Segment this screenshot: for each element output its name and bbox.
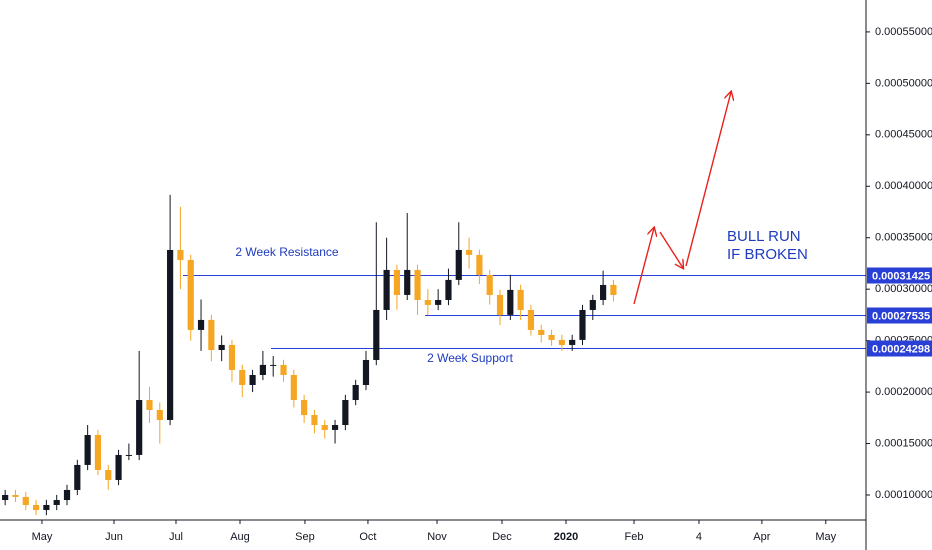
candle-body (496, 294, 504, 315)
candle-body (187, 259, 194, 330)
candle-body (548, 334, 555, 340)
x-tick-label: Aug (230, 531, 250, 543)
candle-body (32, 504, 40, 511)
x-tick-label: Dec (492, 531, 512, 543)
x-tick-label: 4 (696, 531, 702, 543)
candle-body (94, 434, 102, 470)
annotation: 2 Week Support (427, 351, 513, 365)
x-tick-label: Sep (295, 531, 315, 543)
y-tick-label: 0.00040000 (875, 180, 932, 192)
candle-body (156, 409, 163, 420)
candle-body (228, 344, 236, 370)
candle-body (218, 344, 225, 350)
candle-body (74, 464, 81, 490)
level-label-box (867, 340, 932, 357)
candle-body (600, 284, 607, 300)
candle-body (342, 400, 349, 426)
candle-body (465, 249, 473, 255)
candle-body (63, 489, 71, 501)
y-tick-label: 0.00035000 (875, 232, 932, 244)
x-tick-label: Jun (105, 531, 123, 543)
candle-body (362, 359, 370, 385)
candle-body (301, 400, 308, 416)
candle-body (136, 400, 143, 455)
candle-body (280, 364, 287, 376)
candle-body (259, 364, 266, 376)
x-tick-label: May (815, 531, 836, 543)
candle-body (22, 496, 29, 505)
candle-body (486, 274, 493, 295)
annotation: 2 Week Resistance (235, 245, 338, 259)
candle-body (455, 249, 462, 280)
candle-body (569, 339, 576, 345)
candle-body (538, 329, 545, 335)
candle-body (507, 289, 514, 315)
candle-body (208, 319, 215, 350)
y-tick-label: 0.00030000 (875, 283, 932, 295)
x-tick-label: Feb (625, 531, 644, 543)
candle-body (239, 369, 246, 385)
x-tick-label: Nov (427, 531, 447, 543)
candle-body (146, 400, 153, 410)
candle-body (445, 279, 452, 300)
candle-body (373, 309, 380, 360)
candle-body (105, 469, 112, 480)
candle-body (424, 299, 431, 305)
annotation: IF BROKEN (727, 246, 808, 263)
candle-body (2, 494, 9, 501)
candle-body (197, 319, 205, 330)
candle-body (125, 454, 132, 456)
y-tick-label: 0.00045000 (875, 129, 932, 141)
candle-body (270, 364, 277, 366)
candle-body (476, 254, 483, 275)
candle-body (579, 309, 586, 340)
candle-body (177, 249, 184, 260)
candle-body (435, 299, 442, 305)
candle-body (589, 299, 596, 310)
level-label-box (867, 267, 932, 284)
arrows (633, 92, 731, 305)
y-tick-label: 0.00055000 (875, 26, 932, 38)
arrow (659, 231, 683, 268)
candle-body (610, 284, 617, 295)
candle-body (383, 269, 390, 310)
x-tick-label: May (32, 531, 53, 543)
candle-body (84, 434, 91, 465)
candle-body (53, 500, 60, 505)
level-label: 0.00024298 (872, 343, 930, 355)
arrow (633, 228, 654, 305)
y-tick-label: 0.00015000 (875, 437, 932, 449)
candle-body (311, 415, 318, 426)
candle-body (167, 249, 174, 420)
candle-body (527, 309, 535, 330)
x-tick-label: Apr (753, 531, 770, 543)
candle-body (404, 269, 411, 295)
y-tick-label: 0.00020000 (875, 386, 932, 398)
level-label: 0.00031425 (872, 270, 930, 282)
candle-body (115, 454, 122, 480)
x-tick-label: Jul (169, 531, 183, 543)
x-tick-label: 2020 (554, 531, 578, 543)
y-tick-label: 0.00010000 (875, 489, 932, 501)
plot-area (2, 194, 866, 516)
candle-body (43, 504, 50, 511)
arrow (685, 92, 731, 267)
x-tick-label: Oct (359, 531, 376, 543)
y-tick-label: 0.00050000 (875, 77, 932, 89)
candle-body (414, 269, 421, 300)
candle-body (558, 339, 565, 345)
candle-body (393, 269, 401, 295)
candle-body (321, 425, 328, 430)
candle-body (517, 289, 524, 310)
candle-body (290, 375, 297, 401)
candle-body (331, 425, 339, 430)
candle-body (12, 494, 19, 497)
level-label: 0.00027535 (872, 310, 930, 322)
candle-body (249, 375, 256, 385)
annotation: BULL RUN (727, 228, 801, 245)
candle-body (352, 384, 359, 401)
level-label-box (867, 307, 932, 324)
